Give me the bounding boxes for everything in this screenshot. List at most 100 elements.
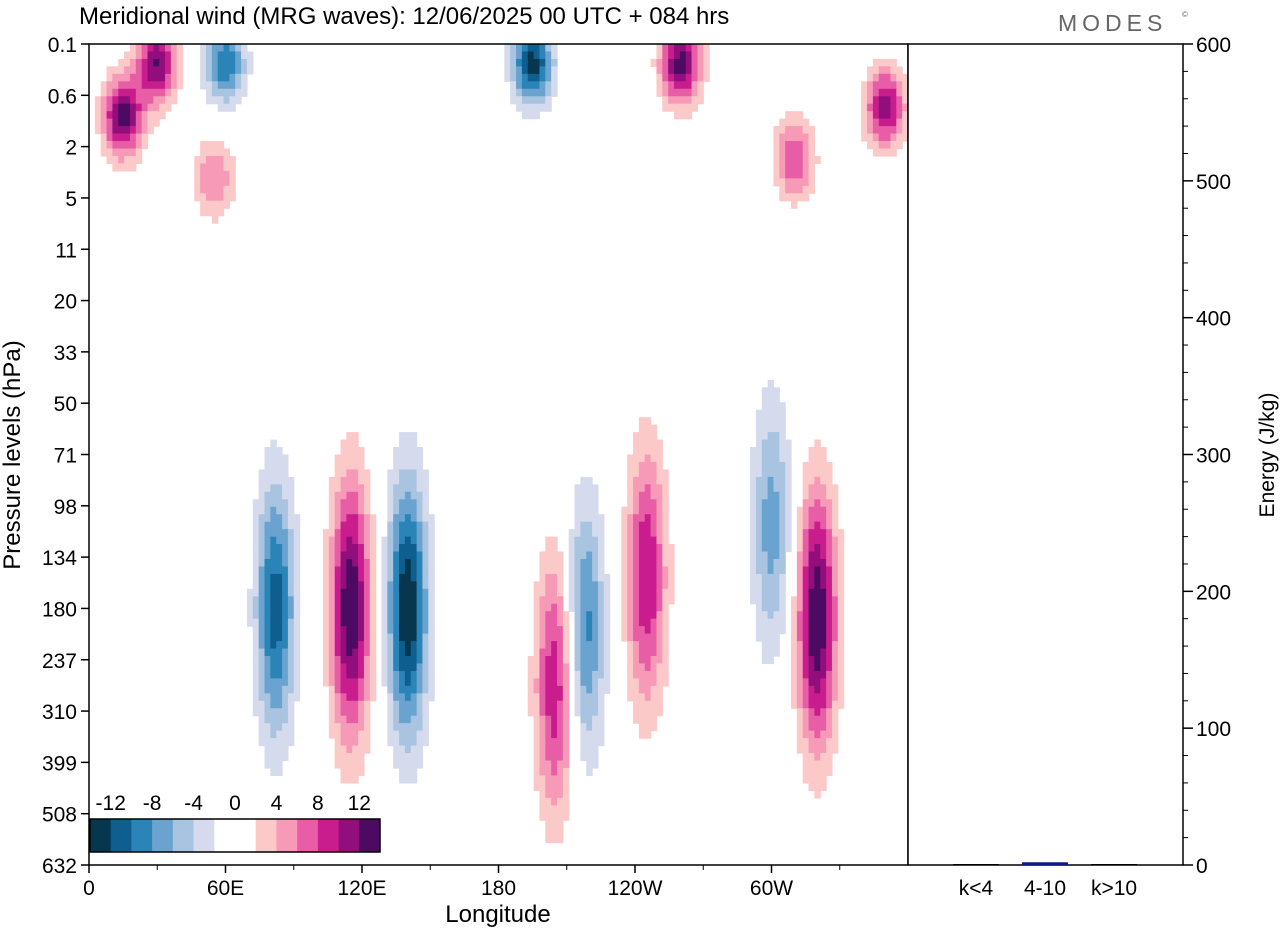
heatmap-cell (562, 760, 570, 769)
heatmap-cell (633, 461, 640, 471)
heatmap-cell (545, 670, 552, 680)
heatmap-cell (287, 670, 295, 680)
heatmap-cell (557, 648, 564, 657)
heatmap-cell (884, 103, 892, 112)
heatmap-cell (574, 693, 581, 702)
heatmap-cell (141, 118, 149, 127)
heatmap-cell (814, 499, 821, 508)
heatmap-cell (820, 521, 827, 530)
heatmap-cell (258, 693, 266, 702)
heatmap-cell (358, 648, 365, 657)
heatmap-cell (644, 626, 652, 635)
heatmap-cell (340, 745, 347, 754)
heatmap-cell (755, 603, 763, 612)
heatmap-cell (808, 461, 815, 471)
heatmap-cell (802, 588, 810, 597)
heatmap-cell (867, 81, 874, 90)
heatmap-cell (545, 708, 552, 717)
heatmap-cell (902, 118, 908, 127)
heatmap-cell (697, 66, 704, 75)
heatmap-cell (346, 439, 353, 448)
heatmap-cell (340, 566, 347, 575)
heatmap-cell (410, 461, 418, 471)
heatmap-cell (106, 81, 113, 90)
heatmap-cell (802, 581, 810, 590)
heatmap-cell (574, 670, 581, 680)
heatmap-cell (141, 96, 149, 105)
heatmap-cell (796, 581, 804, 590)
heatmap-cell (545, 723, 552, 732)
heatmap-cell (510, 81, 517, 90)
heatmap-cell (422, 566, 429, 575)
heatmap-cell (896, 118, 903, 127)
heatmap-cell (264, 491, 271, 500)
heatmap-cell (831, 656, 839, 665)
heatmap-cell (340, 648, 347, 657)
heatmap-cell (258, 633, 266, 642)
heatmap-cell (837, 573, 845, 582)
heatmap-cell (633, 603, 640, 612)
heatmap-cell (533, 730, 541, 739)
heatmap-cell (796, 141, 804, 150)
heatmap-cell (369, 611, 377, 620)
heatmap-cell (814, 790, 821, 799)
heatmap-cell (100, 103, 108, 112)
heatmap-cell (287, 476, 295, 485)
heatmap-cell (399, 663, 406, 672)
heatmap-cell (416, 558, 424, 568)
heatmap-cell (638, 514, 646, 523)
heatmap-cell (750, 447, 757, 456)
heatmap-cell (282, 738, 289, 747)
heatmap-cell (802, 738, 810, 747)
heatmap-cell (252, 670, 260, 680)
heatmap-cell (674, 96, 681, 105)
heatmap-cell (223, 88, 230, 97)
heatmap-cell (404, 491, 412, 500)
heatmap-cell (170, 88, 178, 97)
heatmap-cell (252, 648, 260, 657)
heatmap-cell (545, 566, 552, 575)
heatmap-cell (808, 670, 815, 680)
heatmap-cell (633, 573, 640, 582)
heatmap-cell (369, 581, 377, 590)
heatmap-cell (662, 469, 669, 478)
heatmap-cell (551, 648, 558, 657)
heatmap-cell (393, 544, 400, 553)
heatmap-cell (539, 573, 546, 582)
heatmap-cell (808, 738, 815, 747)
heatmap-cell (387, 693, 394, 702)
heatmap-cell (773, 469, 780, 478)
heatmap-cell (387, 656, 394, 665)
heatmap-cell (644, 424, 652, 433)
heatmap-cell (773, 148, 780, 157)
heatmap-cell (399, 693, 406, 702)
heatmap-cell (831, 506, 839, 515)
heatmap-cell (767, 439, 775, 448)
heatmap-cell (159, 81, 166, 90)
heatmap-cell (539, 775, 546, 784)
heatmap-cell (276, 461, 283, 471)
heatmap-cell (410, 685, 418, 694)
heatmap-cell (241, 81, 248, 90)
heatmap-cell (282, 491, 289, 500)
heatmap-cell (820, 700, 827, 709)
heatmap-cell (814, 588, 821, 597)
heatmap-cell (791, 133, 798, 142)
heatmap-cell (270, 693, 277, 702)
heatmap-cell (323, 573, 330, 582)
heatmap-cell (773, 558, 780, 568)
heatmap-cell (761, 656, 769, 665)
heatmap-cell (410, 529, 418, 538)
heatmap-cell (644, 670, 652, 680)
heatmap-cell (557, 633, 564, 642)
heatmap-cell (633, 484, 640, 493)
heatmap-cell (597, 596, 605, 605)
heatmap-cell (340, 536, 347, 545)
heatmap-cell (761, 573, 769, 582)
heatmap-cell (796, 193, 804, 202)
heatmap-cell (808, 141, 815, 150)
colorbar-swatch (338, 819, 360, 852)
heatmap-cell (533, 782, 541, 791)
heatmap-cell (796, 708, 804, 717)
heatmap-cell (422, 663, 429, 672)
